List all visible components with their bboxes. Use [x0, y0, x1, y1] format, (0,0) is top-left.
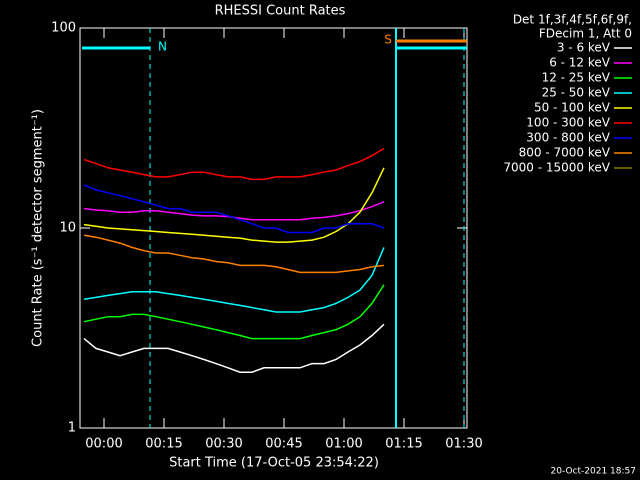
legend-header: FDecim 1, Att 0 [539, 27, 632, 41]
series-line [83, 323, 385, 373]
legend-label: 50 - 100 keV [534, 101, 611, 115]
legend-label: 3 - 6 keV [557, 41, 611, 55]
y-tick-label: 10 [59, 221, 76, 236]
flag-label: S [384, 33, 392, 47]
x-tick-label: 01:30 [445, 437, 482, 452]
series-line [83, 284, 385, 340]
x-tick-label: 01:15 [385, 437, 422, 452]
y-tick-label: 100 [51, 21, 76, 36]
legend-label: 25 - 50 keV [542, 86, 611, 100]
y-axis-label: Count Rate (s⁻¹ detector segment⁻¹) [31, 109, 46, 347]
legend-header: Det 1f,3f,4f,5f,6f,9f, [513, 13, 632, 27]
y-tick-label: 1 [68, 421, 76, 436]
series-line [83, 184, 385, 234]
x-tick-label: 00:45 [265, 437, 302, 452]
legend-label: 6 - 12 keV [549, 56, 611, 70]
x-tick-label: 01:00 [325, 437, 362, 452]
x-tick-label: 00:00 [85, 437, 122, 452]
legend-label: 12 - 25 keV [542, 71, 611, 85]
timestamp: 20-Oct-2021 18:57 [551, 467, 636, 477]
x-axis-label: Start Time (17-Oct-05 23:54:22) [169, 456, 379, 471]
x-tick-label: 00:30 [205, 437, 242, 452]
legend-label: 800 - 7000 keV [519, 146, 611, 160]
legend-label: 100 - 300 keV [526, 116, 610, 130]
flag-label: N [158, 40, 167, 54]
series-line [83, 234, 385, 274]
chart-title: RHESSI Count Rates [215, 4, 346, 19]
x-tick-label: 00:15 [145, 437, 182, 452]
series-line [83, 167, 385, 243]
legend-label: 300 - 800 keV [526, 131, 610, 145]
series-line [83, 247, 385, 313]
series-line [83, 147, 385, 181]
legend-label: 7000 - 15000 keV [503, 161, 610, 175]
